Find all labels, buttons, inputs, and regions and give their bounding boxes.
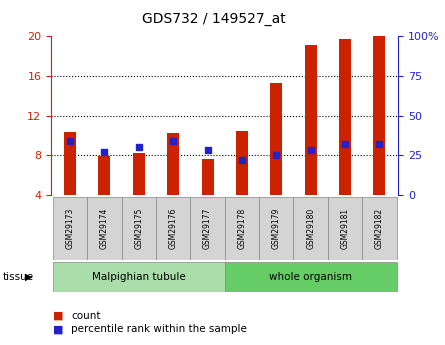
Text: whole organism: whole organism — [269, 272, 352, 282]
Bar — [339, 39, 351, 195]
Bar — [225, 262, 396, 292]
Text: GSM29178: GSM29178 — [238, 208, 247, 249]
Text: GSM29181: GSM29181 — [340, 208, 349, 249]
Bar — [202, 159, 214, 195]
Bar — [362, 197, 396, 260]
Bar — [121, 197, 156, 260]
Bar — [270, 83, 282, 195]
Bar — [190, 197, 225, 260]
Text: GSM29182: GSM29182 — [375, 208, 384, 249]
Bar — [133, 153, 145, 195]
Text: count: count — [71, 311, 101, 321]
Bar — [225, 197, 259, 260]
Bar — [373, 36, 385, 195]
Text: ■: ■ — [53, 311, 64, 321]
Text: GSM29175: GSM29175 — [134, 208, 143, 249]
Text: GSM29177: GSM29177 — [203, 208, 212, 249]
Text: ■: ■ — [53, 325, 64, 334]
Text: GSM29180: GSM29180 — [306, 208, 315, 249]
Bar — [259, 197, 293, 260]
Bar — [305, 45, 317, 195]
Text: GSM29176: GSM29176 — [169, 208, 178, 249]
Bar — [53, 262, 225, 292]
Text: GSM29174: GSM29174 — [100, 208, 109, 249]
Text: percentile rank within the sample: percentile rank within the sample — [71, 325, 247, 334]
Text: GDS732 / 149527_at: GDS732 / 149527_at — [142, 12, 286, 26]
Bar — [87, 197, 121, 260]
Text: Malpighian tubule: Malpighian tubule — [92, 272, 186, 282]
Bar — [328, 197, 362, 260]
Text: GSM29179: GSM29179 — [272, 208, 281, 249]
Bar — [167, 134, 179, 195]
Bar — [53, 197, 87, 260]
Bar — [98, 156, 110, 195]
Bar — [64, 132, 76, 195]
Text: ▶: ▶ — [24, 272, 32, 282]
Bar — [156, 197, 190, 260]
Bar — [236, 131, 248, 195]
Bar — [293, 197, 328, 260]
Text: GSM29173: GSM29173 — [65, 208, 75, 249]
Text: tissue: tissue — [2, 272, 33, 282]
